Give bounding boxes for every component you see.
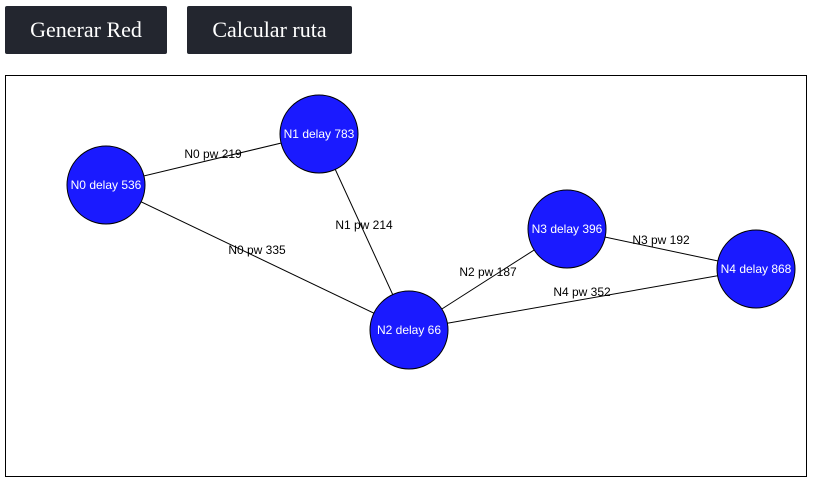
edge-label: N0 pw 219 [184, 147, 242, 161]
edge-label: N4 pw 352 [553, 285, 611, 299]
node-label: N4 delay 868 [721, 262, 792, 276]
node-n4[interactable]: N4 delay 868 [716, 229, 796, 309]
node-circle[interactable] [66, 145, 146, 225]
node-label: N3 delay 396 [532, 222, 603, 236]
edge-label: N2 pw 187 [459, 265, 517, 279]
node-circle[interactable] [527, 189, 607, 269]
edge-label: N1 pw 214 [335, 218, 393, 232]
network-graph: N0 pw 219 N0 pw 335 N1 pw 214 N2 pw 187 N3 p… [66, 94, 796, 370]
calculate-route-button[interactable]: Calcular ruta [187, 6, 352, 54]
node-circle[interactable] [716, 229, 796, 309]
node-circle[interactable] [369, 290, 449, 370]
node-n0[interactable]: N0 delay 536 [66, 145, 146, 225]
edge-n0-n2 [105, 184, 410, 331]
node-label: N0 delay 536 [71, 178, 142, 192]
generate-network-button[interactable]: Generar Red [5, 6, 167, 54]
node-n1[interactable]: N1 delay 783 [279, 94, 359, 174]
node-n3[interactable]: N3 delay 396 [527, 189, 607, 269]
node-label: N2 delay 66 [377, 323, 441, 337]
edge-label: N0 pw 335 [228, 243, 286, 257]
edge-n2-n4 [408, 268, 757, 331]
node-circle[interactable] [279, 94, 359, 174]
node-label: N1 delay 783 [284, 127, 355, 141]
network-canvas[interactable]: N0 pw 219 N0 pw 335 N1 pw 214 N2 pw 187 N3 p… [5, 75, 807, 477]
edge-label: N3 pw 192 [632, 233, 690, 247]
node-n2[interactable]: N2 delay 66 [369, 290, 449, 370]
